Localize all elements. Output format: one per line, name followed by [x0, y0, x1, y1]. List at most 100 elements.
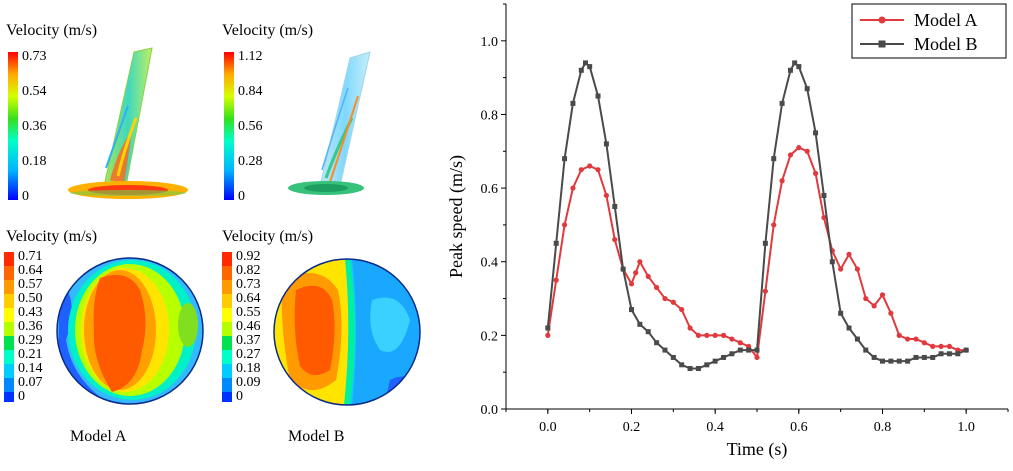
data-point — [670, 354, 676, 360]
velocity-label-section-b: Velocity (m/s) — [222, 228, 314, 245]
tick-label: 0.73 — [22, 49, 47, 64]
data-point — [896, 358, 902, 364]
data-point — [888, 358, 894, 364]
tick-label: 0 — [236, 389, 243, 404]
y-tick-label: 0.4 — [481, 256, 499, 271]
data-point — [595, 167, 601, 173]
data-point — [695, 332, 702, 338]
data-point — [771, 222, 777, 228]
data-point — [796, 64, 802, 70]
data-point — [704, 362, 710, 368]
tick-label: 0.21 — [18, 347, 43, 362]
data-point — [670, 299, 676, 305]
data-point — [787, 67, 793, 73]
data-point — [695, 366, 701, 371]
data-point — [545, 325, 551, 331]
data-point — [645, 329, 651, 335]
data-point — [612, 237, 618, 243]
x-axis-label: Time (s) — [727, 439, 788, 460]
data-point — [838, 310, 844, 316]
data-point — [662, 347, 668, 353]
data-point — [629, 307, 634, 313]
legend-label: Model A — [914, 10, 978, 30]
data-point — [637, 259, 643, 265]
tick-label: 0.82 — [236, 263, 261, 278]
legend-marker — [878, 16, 886, 24]
data-point — [938, 351, 944, 357]
data-point — [562, 156, 568, 162]
data-point — [754, 347, 760, 353]
y-tick-label: 0.0 — [481, 403, 499, 418]
data-point — [854, 266, 860, 272]
data-point — [570, 185, 576, 191]
tick-label: 0.27 — [236, 347, 261, 362]
data-point — [587, 64, 593, 70]
data-point — [930, 343, 936, 350]
data-point — [880, 358, 885, 364]
peak-speed-chart: 0.0 0.2 0.4 0.6 0.8 1.0 0.0 0.2 0.4 0.6 0.8 1.0 Time… — [446, 3, 1009, 460]
data-point — [921, 354, 927, 360]
data-point — [787, 152, 794, 158]
data-point — [955, 351, 961, 357]
data-point — [762, 288, 768, 294]
model-b-caption: Model B — [288, 428, 345, 445]
data-point — [930, 354, 936, 360]
data-point — [854, 336, 860, 342]
tick-label: 0 — [18, 389, 25, 404]
tick-label: 0.64 — [236, 291, 261, 306]
data-point — [921, 340, 927, 346]
tick-label: 0.73 — [236, 277, 261, 292]
contour-panels: Velocity (m/s) Velocity (m/s) Velocity (… — [0, 0, 430, 471]
data-point — [545, 332, 551, 338]
tick-label: 0.18 — [22, 154, 47, 169]
legend-marker — [878, 40, 886, 48]
tick-label: 0.07 — [18, 375, 43, 390]
tick-label: 0.57 — [18, 277, 43, 292]
data-point — [704, 332, 710, 338]
data-point — [896, 332, 902, 338]
data-point — [905, 358, 911, 364]
data-point — [720, 332, 727, 338]
tick-label: 0 — [22, 189, 29, 204]
data-point — [888, 310, 894, 316]
data-point — [946, 343, 953, 350]
streamline-model-b — [288, 51, 371, 195]
data-point — [829, 259, 835, 265]
tick-label: 0.36 — [18, 319, 43, 334]
y-axis-label: Peak speed (m/s) — [446, 155, 467, 278]
y-tick-label: 0.2 — [481, 329, 499, 344]
data-point — [871, 354, 877, 360]
data-point — [628, 281, 635, 287]
data-point — [792, 60, 798, 66]
data-point — [553, 277, 559, 283]
tick-label: 0.43 — [18, 305, 43, 320]
tick-label: 0.56 — [238, 119, 263, 134]
data-point — [963, 347, 969, 353]
data-point — [812, 170, 819, 176]
data-point — [612, 204, 618, 209]
data-point — [779, 100, 785, 106]
data-point — [729, 351, 735, 357]
data-point — [721, 354, 727, 360]
x-tick-label: 1.0 — [957, 420, 975, 435]
contour-graphics — [4, 47, 421, 406]
data-point — [804, 86, 810, 92]
x-tick-label: 0.6 — [790, 420, 808, 435]
data-point — [578, 67, 584, 73]
series-line-model-a — [546, 146, 967, 361]
tick-label: 0.09 — [236, 375, 261, 390]
data-point — [662, 295, 668, 302]
data-point — [737, 340, 743, 346]
tick-label: 0.84 — [238, 84, 263, 99]
data-point — [879, 292, 886, 298]
cross-section-model-a — [56, 257, 204, 405]
data-point — [620, 266, 626, 272]
velocity-label-section-a: Velocity (m/s) — [6, 228, 98, 245]
x-tick-label: 0.8 — [874, 420, 892, 435]
data-point — [553, 240, 559, 246]
data-point — [603, 141, 609, 147]
x-tick-label: 0.2 — [623, 420, 641, 435]
data-point — [804, 148, 810, 154]
colorbar-section-b — [222, 252, 232, 402]
legend-box — [851, 3, 1007, 59]
